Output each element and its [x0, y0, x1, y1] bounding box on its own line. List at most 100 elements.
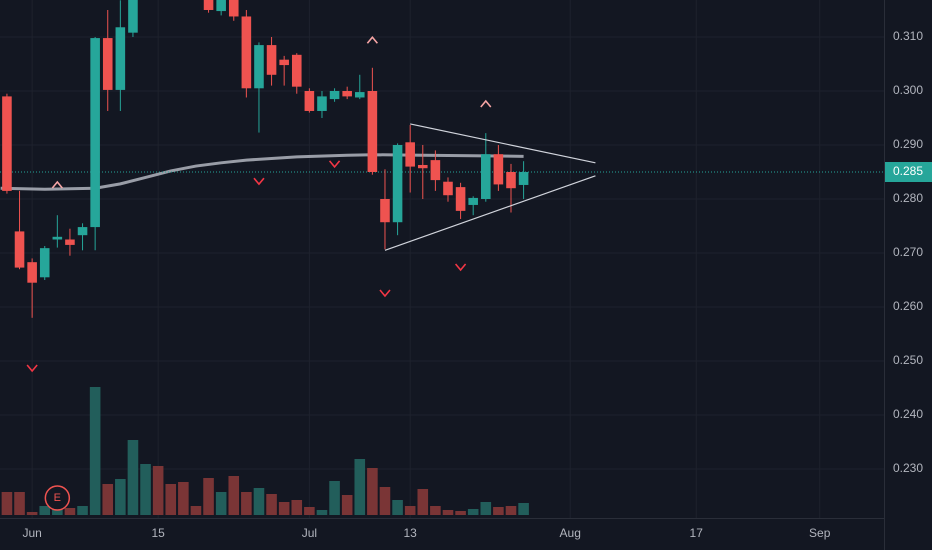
pivot-low-marker — [328, 160, 341, 169]
candle-body — [392, 144, 403, 223]
candle-body — [304, 90, 315, 111]
last-price-label: 0.285 — [893, 164, 923, 178]
pivot-low-marker — [253, 177, 265, 186]
volume-bar — [26, 512, 38, 515]
pivot-low-marker — [26, 364, 38, 373]
x-tick-label: Sep — [809, 526, 831, 540]
volume-bar — [329, 481, 340, 515]
candle-body — [241, 16, 252, 89]
candle-body — [102, 38, 113, 90]
y-tick-label: 0.280 — [893, 191, 923, 205]
candle-body — [52, 236, 63, 240]
volume-bar — [442, 510, 454, 515]
volume-bar — [253, 488, 265, 515]
volume-bar — [77, 506, 88, 515]
y-tick-label: 0.260 — [893, 299, 923, 313]
volume-bar — [266, 494, 277, 515]
candle-body — [228, 0, 239, 17]
x-tick-label: 13 — [404, 526, 418, 540]
volume-bar — [203, 478, 214, 515]
candle-body — [354, 92, 365, 98]
volume-bar — [165, 484, 177, 515]
candle-body — [481, 154, 491, 200]
volume-bar — [392, 500, 403, 515]
trendline — [384, 175, 596, 251]
candle-body — [115, 27, 126, 90]
candle-body — [77, 227, 88, 236]
candle-body — [506, 172, 516, 189]
volume-bar — [152, 466, 164, 515]
volume-bar — [241, 492, 252, 515]
volume-bar — [379, 487, 391, 515]
candle-body — [443, 181, 453, 196]
volume-bar — [304, 507, 315, 515]
y-tick-label: 0.270 — [893, 245, 923, 259]
candle-body — [493, 154, 504, 185]
volume-bar — [518, 503, 529, 515]
candle-body — [2, 96, 12, 191]
trendline — [410, 123, 596, 164]
grid — [0, 0, 884, 518]
candle-body — [65, 239, 75, 245]
volume-bar — [367, 468, 378, 515]
volume-bar — [505, 506, 517, 515]
y-tick-label: 0.300 — [893, 83, 923, 97]
candle-body — [254, 45, 264, 89]
volume-bar — [215, 492, 227, 515]
volume-bar — [14, 492, 25, 515]
candle-body — [468, 197, 478, 205]
last-price-box — [885, 162, 932, 183]
candle-body — [266, 45, 277, 75]
volume-bar — [127, 440, 139, 515]
candle-body — [329, 90, 340, 100]
candle-body — [430, 160, 441, 181]
volume-bar — [455, 511, 466, 515]
volume-bar — [190, 506, 202, 515]
candle-body — [27, 262, 37, 283]
volume-bar — [341, 495, 353, 515]
candle-body — [455, 187, 466, 211]
earnings-label: E — [54, 492, 61, 504]
volume-bar — [140, 464, 151, 515]
volume-bar — [291, 500, 303, 515]
candle-body — [90, 38, 100, 228]
candle-body — [317, 96, 327, 111]
volume-bar — [430, 506, 441, 515]
candle-body — [39, 248, 50, 278]
volume-bar — [278, 502, 290, 515]
volume-bar — [480, 502, 492, 515]
candle-body — [128, 0, 138, 33]
volume-bar — [1, 492, 13, 515]
candle-body — [518, 172, 529, 185]
volume-bar — [316, 510, 328, 515]
candle-body — [342, 90, 352, 97]
volume-bar — [493, 507, 504, 515]
candle-body — [216, 0, 226, 12]
pivot-high-marker — [480, 99, 492, 108]
volume-bar — [102, 484, 114, 515]
volume-bar — [39, 506, 51, 515]
volume-bar — [417, 489, 429, 515]
y-tick-label: 0.290 — [893, 137, 923, 151]
candle-body — [405, 142, 415, 167]
y-tick-label: 0.310 — [893, 29, 923, 43]
volume-bar — [354, 459, 366, 515]
volume-bar — [467, 509, 479, 515]
x-tick-label: 15 — [151, 526, 165, 540]
volume-bar — [228, 476, 240, 515]
y-tick-label: 0.250 — [893, 353, 923, 367]
candle-body — [14, 231, 25, 268]
pivot-low-marker — [454, 263, 467, 272]
candle-body — [203, 0, 214, 10]
volume-bar — [89, 387, 101, 515]
candle-body — [279, 59, 289, 66]
volume-bar — [64, 508, 76, 515]
pivot-low-marker — [379, 289, 391, 298]
candle-body — [367, 90, 378, 173]
y-tick-label: 0.240 — [893, 407, 923, 421]
axes: 0.230 0.240 0.250 0.260 0.270 0.280 0.290 0.300… — [22, 29, 932, 540]
x-tick-label: Aug — [560, 526, 581, 540]
